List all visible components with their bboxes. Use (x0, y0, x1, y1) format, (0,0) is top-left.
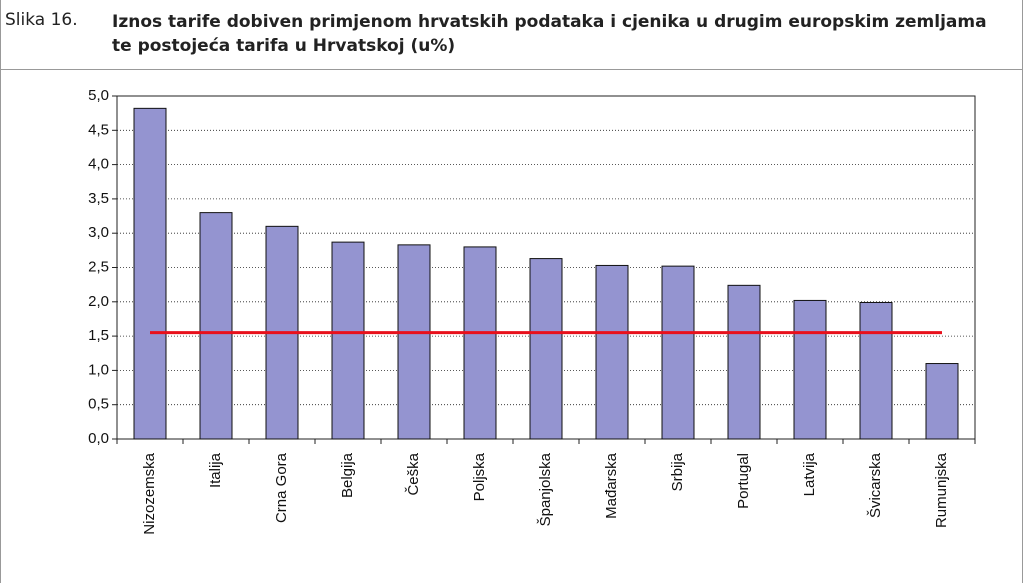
bar (463, 246, 497, 440)
y-tick-label: 1,0 (88, 361, 109, 378)
x-tick-label: Španjolska (537, 452, 554, 526)
bar (529, 258, 563, 440)
x-tick-label: Mađarska (603, 452, 620, 519)
x-tick-label: Poljska (471, 452, 488, 501)
y-tick-label: 4,0 (88, 156, 109, 173)
chart: 0,0 0,5 1,0 1,5 2,0 2,5 3,0 3,5 4,0 4,5 5,0 Nizozem… (88, 87, 976, 535)
y-tick-label: 2,5 (88, 258, 109, 275)
figure-label: Slika 16. (5, 10, 78, 30)
y-tick-label: 1,5 (88, 327, 109, 344)
bar (793, 299, 827, 440)
y-tick-label: 3,5 (88, 190, 109, 207)
y-tick-label: 3,0 (88, 224, 109, 241)
y-tick-label: 0,0 (88, 430, 109, 447)
bar (661, 265, 695, 440)
x-tick-label: Crna Gora (273, 452, 290, 523)
x-tick-label: Nizozemska (141, 452, 158, 534)
chart-title: Iznos tarife dobiven primjenom hrvatskih… (112, 12, 987, 56)
bar (133, 107, 167, 440)
y-tick-label: 0,5 (88, 396, 109, 413)
y-tick-label: 2,0 (88, 293, 109, 310)
y-tick-label: 4,5 (88, 121, 109, 138)
bar (199, 212, 233, 440)
bar (925, 363, 959, 440)
header: Slika 16. Iznos tarife dobiven primjenom… (0, 0, 1023, 70)
x-tick-label: Srbija (669, 452, 686, 491)
bar (595, 264, 629, 440)
y-tick-label: 5,0 (88, 87, 109, 104)
x-tick-label: Švicarska (867, 452, 884, 518)
x-tick-label: Češka (405, 452, 422, 495)
x-tick-label: Portugal (735, 453, 752, 509)
bar (727, 284, 761, 440)
x-tick-label: Italija (207, 452, 224, 488)
bar (397, 244, 431, 440)
bar (859, 301, 893, 440)
x-tick-label: Latvija (801, 452, 818, 496)
x-tick-label: Belgija (339, 452, 356, 498)
bar (331, 241, 365, 440)
x-tick-label: Rumunjska (933, 452, 950, 528)
